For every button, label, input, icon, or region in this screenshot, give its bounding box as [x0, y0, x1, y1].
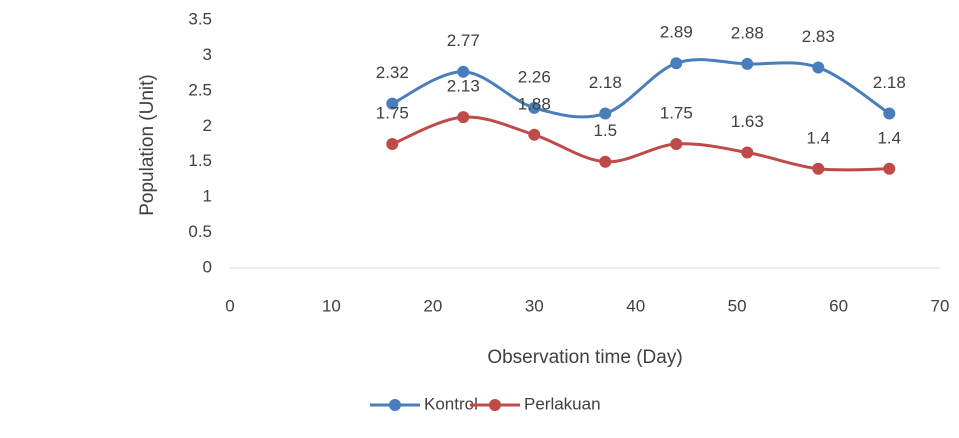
data-point — [599, 155, 612, 168]
legend-marker — [489, 399, 501, 411]
x-tick-label: 20 — [423, 296, 442, 315]
data-point — [883, 162, 896, 175]
y-tick-label: 3 — [203, 45, 212, 64]
data-label: 2.83 — [802, 27, 835, 46]
data-label: 2.89 — [660, 23, 693, 42]
x-axis-title: Observation time (Day) — [487, 347, 682, 368]
data-label: 1.63 — [731, 112, 764, 131]
data-label: 2.13 — [447, 77, 480, 96]
data-label: 2.18 — [589, 73, 622, 92]
data-label: 2.26 — [518, 67, 551, 86]
y-axis-title: Population (Unit) — [137, 74, 158, 216]
series-line — [391, 115, 890, 172]
y-tick-label: 3.5 — [188, 9, 212, 28]
x-tick-label: 70 — [931, 296, 950, 315]
legend-marker — [389, 399, 401, 411]
y-tick-label: 0.5 — [188, 222, 212, 241]
data-point — [528, 128, 541, 141]
y-tick-label: 2 — [203, 116, 212, 135]
data-point — [812, 61, 825, 74]
data-point — [883, 107, 896, 120]
y-tick-label: 0 — [203, 257, 212, 276]
x-tick-label: 60 — [829, 296, 848, 315]
x-tick-label: 30 — [525, 296, 544, 315]
data-point — [599, 107, 612, 120]
data-point — [741, 57, 754, 70]
y-tick-label: 1.5 — [188, 151, 212, 170]
data-point — [670, 57, 683, 70]
data-label: 1.5 — [593, 121, 617, 140]
data-point — [386, 97, 399, 110]
y-tick-label: 1 — [203, 187, 212, 206]
data-point — [457, 65, 470, 78]
x-tick-label: 0 — [225, 296, 234, 315]
data-point — [386, 138, 399, 150]
data-label: 2.88 — [731, 23, 764, 42]
data-label: 2.18 — [873, 73, 906, 92]
data-point — [528, 101, 541, 114]
y-tick-label: 2.5 — [188, 80, 212, 99]
data-label: 1.4 — [806, 128, 830, 147]
x-tick-label: 10 — [322, 296, 341, 315]
data-label: 1.75 — [660, 103, 693, 122]
legend-label: Kontrol — [424, 394, 478, 413]
x-tick-label: 50 — [728, 296, 747, 315]
data-point — [812, 162, 825, 175]
data-point — [670, 138, 683, 150]
data-point — [457, 111, 470, 124]
data-label: 2.77 — [447, 31, 480, 50]
data-label: 1.88 — [518, 94, 551, 113]
legend-label: Perlakuan — [524, 394, 601, 413]
data-label: 2.32 — [376, 63, 409, 82]
data-label: 1.75 — [376, 103, 409, 122]
x-tick-label: 40 — [626, 296, 645, 315]
data-label: 1.4 — [877, 128, 901, 147]
data-point — [741, 146, 754, 159]
